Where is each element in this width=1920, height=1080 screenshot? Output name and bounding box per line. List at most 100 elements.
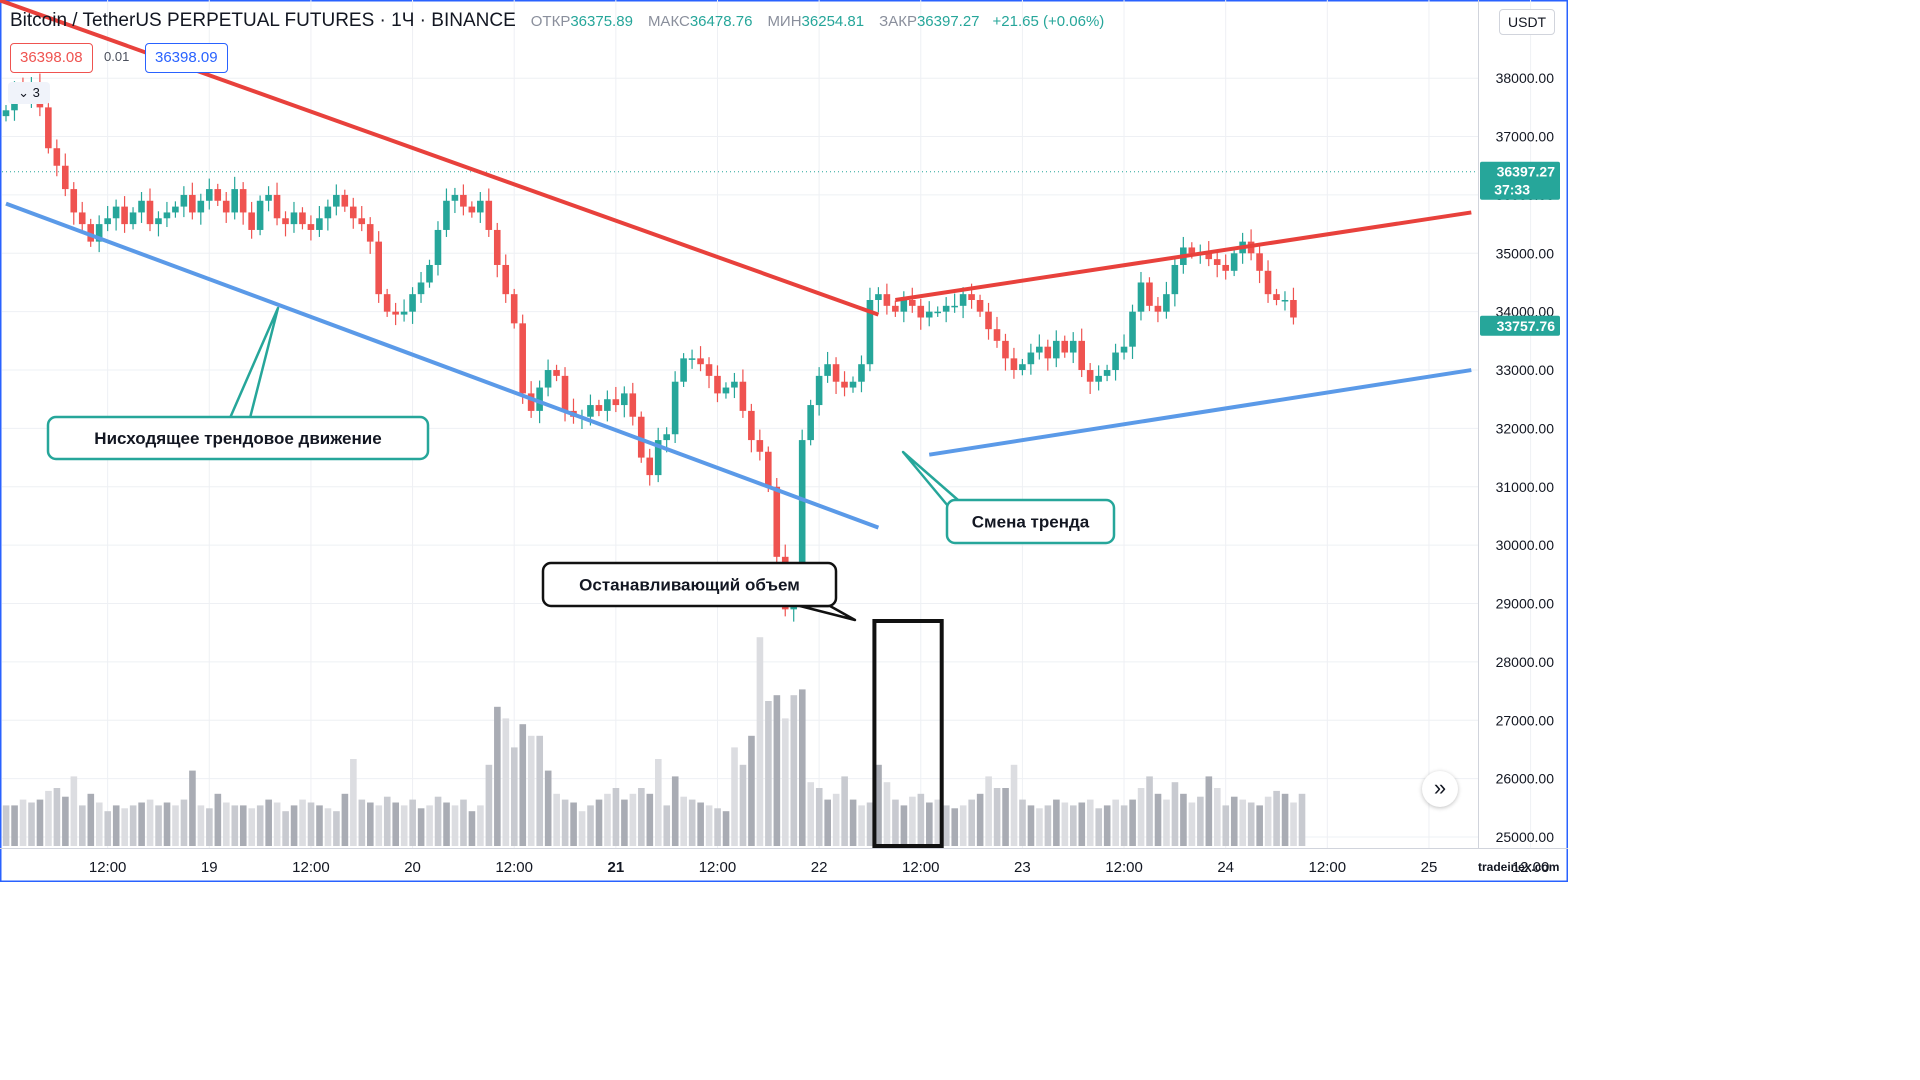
price-axis-label: 33000.00 bbox=[1496, 362, 1555, 378]
candle bbox=[900, 299, 908, 312]
symbol-title[interactable]: Bitcoin / TetherUS PERPETUAL FUTURES · 1… bbox=[10, 10, 516, 31]
volume-bar bbox=[993, 788, 1001, 846]
price-axis-label: 37000.00 bbox=[1496, 129, 1555, 145]
volume-bar bbox=[248, 808, 256, 846]
time-axis-label: 12:00 bbox=[89, 859, 127, 876]
volume-bar bbox=[731, 747, 738, 846]
candle bbox=[612, 399, 620, 406]
volume-bar bbox=[798, 689, 806, 846]
time-axis-label: 12:00 bbox=[699, 859, 737, 876]
volume-bar bbox=[527, 735, 535, 846]
candle bbox=[53, 148, 61, 166]
volume-bar bbox=[976, 793, 984, 846]
price-axis-label: 25000.00 bbox=[1496, 829, 1555, 845]
volume-bar bbox=[815, 788, 823, 846]
currency-selector[interactable]: USDT bbox=[1499, 9, 1556, 35]
candle bbox=[1281, 299, 1289, 302]
reversal-callout-pointer bbox=[901, 450, 960, 508]
candle bbox=[45, 107, 52, 149]
candle bbox=[392, 311, 399, 315]
volume-bar bbox=[917, 793, 925, 846]
volume-bar bbox=[383, 796, 391, 846]
candle bbox=[637, 416, 645, 458]
volume-bar bbox=[705, 805, 713, 846]
price-axis-label: 38000.00 bbox=[1496, 70, 1555, 86]
volume-bar bbox=[1222, 805, 1230, 846]
candle bbox=[1052, 340, 1060, 359]
volume-bar bbox=[968, 799, 975, 846]
volume-bar bbox=[19, 799, 27, 846]
time-axis-label: 12:00 bbox=[1309, 859, 1347, 876]
candle bbox=[841, 381, 848, 388]
high-label: МАКС bbox=[647, 13, 690, 30]
volume-bar bbox=[688, 799, 696, 846]
candle bbox=[1171, 264, 1179, 295]
candle bbox=[1256, 253, 1263, 271]
reversal-callout-text: Смена тренда bbox=[972, 513, 1090, 532]
candle bbox=[519, 323, 526, 394]
volume-bar bbox=[671, 776, 679, 846]
candle bbox=[121, 206, 128, 225]
volume-bar bbox=[1010, 764, 1018, 846]
candle bbox=[146, 200, 154, 225]
volume-bar bbox=[841, 776, 848, 846]
candle bbox=[214, 189, 222, 201]
volume-bar bbox=[951, 808, 959, 846]
downtrend-callout: Нисходящее трендовое движение bbox=[46, 306, 430, 461]
time-axis-label: 25 bbox=[1421, 859, 1438, 876]
candle bbox=[680, 358, 687, 382]
stopping-volume-box bbox=[872, 619, 944, 848]
sell-price-button[interactable]: 36398.08 bbox=[10, 43, 93, 73]
candle bbox=[553, 370, 560, 376]
price-chart[interactable]: Нисходящее трендовое движение Смена тренд… bbox=[0, 0, 1568, 882]
price-axis-label: 31000.00 bbox=[1496, 479, 1555, 495]
volume-bar bbox=[553, 793, 560, 846]
candle bbox=[265, 194, 272, 201]
candle bbox=[1019, 364, 1026, 371]
price-tag-value: 36397.27 bbox=[1497, 164, 1556, 180]
volume-bar bbox=[1264, 796, 1272, 846]
volume-bar bbox=[765, 701, 772, 846]
volume-bar bbox=[223, 802, 230, 846]
scroll-to-realtime-button[interactable]: » bbox=[1422, 771, 1458, 807]
change-value: +21.65 (+0.06%) bbox=[992, 13, 1105, 30]
indicators-toggle[interactable]: ⌄ 3 bbox=[8, 82, 50, 104]
candle bbox=[493, 229, 501, 265]
volume-bar bbox=[1247, 802, 1255, 846]
volume-bar bbox=[748, 735, 755, 846]
candle bbox=[883, 294, 891, 306]
volume-bar bbox=[460, 799, 467, 846]
volume-bar bbox=[1230, 796, 1238, 846]
volume-bar bbox=[1086, 799, 1094, 846]
volume-bar bbox=[206, 808, 213, 846]
volume-bar bbox=[1154, 793, 1162, 846]
candle bbox=[1120, 346, 1128, 353]
volume-bar bbox=[477, 805, 484, 846]
candle bbox=[722, 387, 730, 394]
candle bbox=[366, 224, 374, 242]
candle bbox=[976, 299, 984, 312]
candle bbox=[925, 311, 933, 318]
candle bbox=[646, 457, 654, 476]
high-value: 36478.76 bbox=[689, 13, 753, 30]
candle bbox=[739, 381, 747, 411]
volume-bar bbox=[1070, 805, 1077, 846]
volume-bar bbox=[680, 796, 687, 846]
volume-bar bbox=[646, 793, 654, 846]
volume-bar bbox=[604, 793, 611, 846]
volume-bar bbox=[824, 799, 831, 846]
volume-bar bbox=[146, 799, 154, 846]
buy-price-button[interactable]: 36398.09 bbox=[145, 43, 228, 73]
candle bbox=[180, 194, 188, 207]
volume-bar bbox=[324, 808, 332, 846]
volume-bar bbox=[290, 805, 298, 846]
volume-bar bbox=[739, 764, 747, 846]
volume-bar bbox=[866, 802, 874, 846]
candle bbox=[163, 212, 171, 219]
indicators-count: 3 bbox=[32, 85, 40, 100]
candle bbox=[78, 212, 86, 225]
candle bbox=[1273, 294, 1280, 300]
candle bbox=[1213, 259, 1221, 265]
volume-bar bbox=[1188, 802, 1196, 846]
candle bbox=[849, 381, 857, 388]
